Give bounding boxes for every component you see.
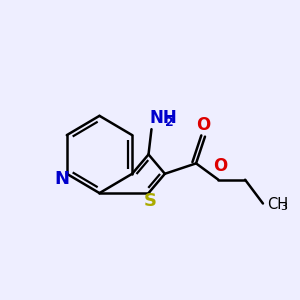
Text: CH: CH — [267, 197, 289, 212]
Text: S: S — [143, 192, 157, 210]
Text: 3: 3 — [280, 202, 287, 212]
Text: O: O — [196, 116, 211, 134]
Text: NH: NH — [149, 109, 177, 127]
Text: 2: 2 — [165, 116, 173, 129]
Text: N: N — [54, 170, 69, 188]
Text: O: O — [213, 157, 227, 175]
